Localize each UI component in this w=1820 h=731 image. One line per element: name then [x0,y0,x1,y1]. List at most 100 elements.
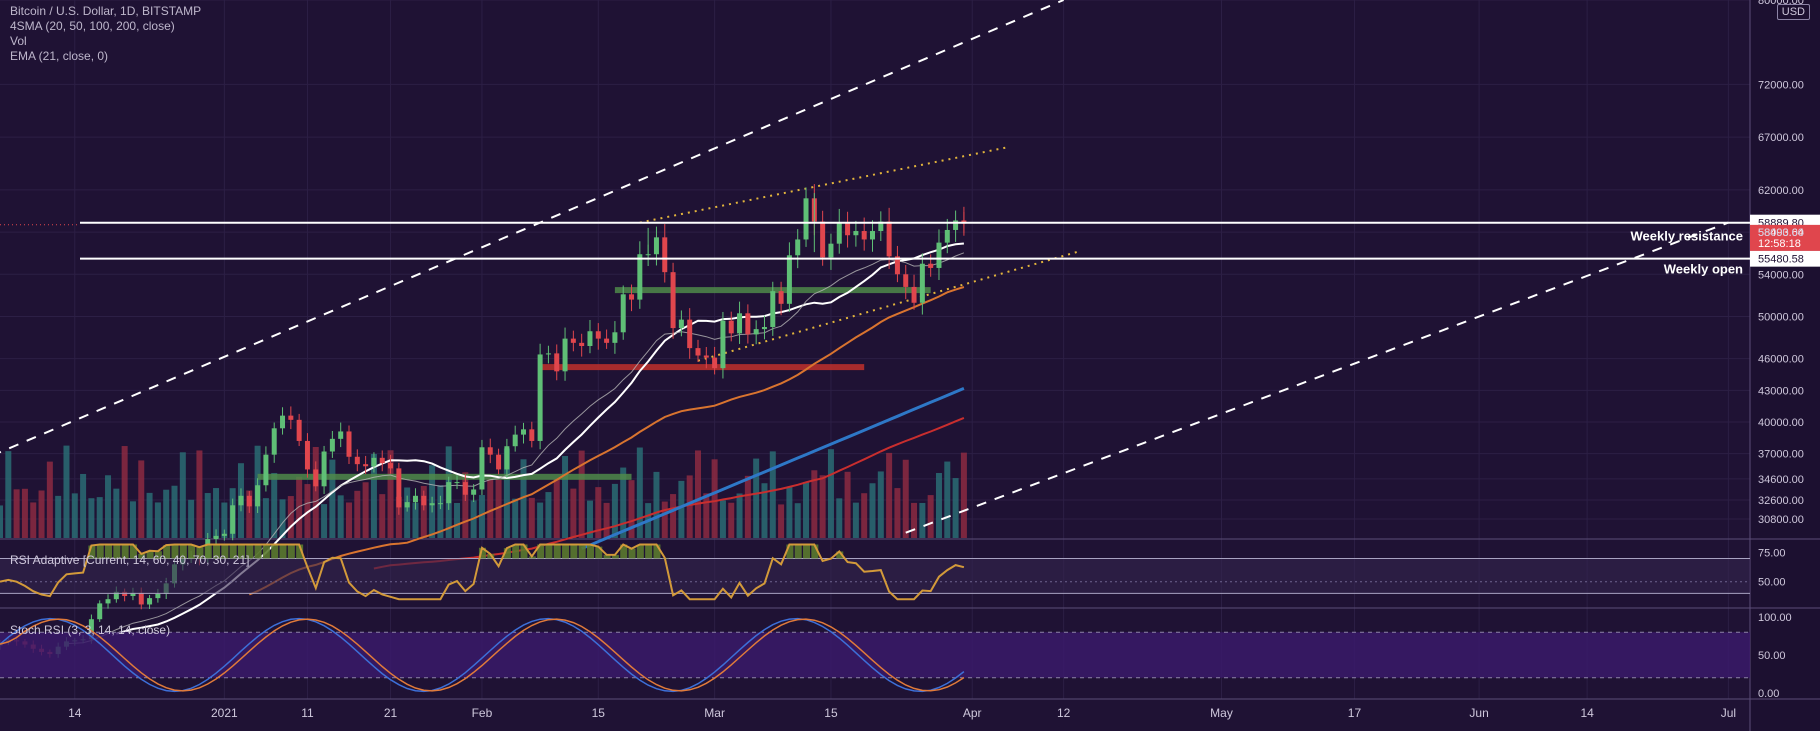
candle-body [886,221,892,257]
volume-bar [179,452,186,538]
price-tick-label: 50000.00 [1758,311,1804,323]
volume-bar [545,492,552,538]
volume-bar [744,475,751,538]
volume-bar [279,499,286,538]
candle-body [903,274,909,287]
candle-body [629,294,635,300]
candle-body [737,313,743,334]
rsi-overbought-fill [611,554,619,559]
candle-body [695,348,701,356]
rsi-overbought-fill [154,551,162,559]
candle-body [454,482,460,484]
legend-symbol: Bitcoin / U.S. Dollar, 1D, BITSTAMP [10,4,202,18]
rsi-overbought-fill [537,544,545,559]
volume-bar [478,495,485,538]
rsi-overbought-fill [271,544,279,559]
volume-bar [188,499,195,538]
rsi-overbought-fill [296,544,304,559]
volume-bar [321,504,328,538]
rsi-overbought-fill [786,544,794,559]
volume-bar [611,483,618,538]
volume-bar [71,493,78,538]
volume-bar [553,478,560,538]
volume-bar [171,485,178,538]
candle-body [404,502,410,508]
volume-bar [304,484,311,538]
volume-bar [595,487,602,538]
candle-body [113,591,119,600]
candle-body [529,429,535,441]
rsi-overbought-fill [836,551,844,559]
volume-bar [827,449,834,538]
rsi-overbought-fill [196,547,204,559]
x-tick-label: 21 [384,706,398,720]
volume-bar [803,481,810,538]
price-tick-label: 32600.00 [1758,495,1804,507]
volume-bar [105,475,112,538]
candle-body [953,220,959,230]
price-tick-label: 54000.00 [1758,269,1804,281]
candle-body [147,598,153,605]
rsi-overbought-fill [595,546,603,559]
candle-body [321,451,327,487]
x-tick-label: 2021 [211,706,238,720]
candle-body [122,591,128,597]
volume-bar [869,483,876,538]
candle-body [346,431,352,457]
stoch-d-line [0,618,965,692]
volume-bar [246,490,253,538]
candle-body [670,272,676,329]
volume-bar [512,498,519,538]
volume-bar [312,446,319,538]
x-tick-label: 14 [68,706,82,720]
stoch-tick-label: 0.00 [1758,688,1779,700]
volume-bar [5,451,12,538]
volume-bar [462,472,469,538]
rsi-overbought-fill [221,544,229,559]
x-tick-label: 17 [1348,706,1362,720]
rsi-overbought-fill [512,544,520,559]
volume-bar [620,467,627,538]
volume-bar [628,480,635,538]
rsi-overbought-fill [570,544,578,559]
volume-bar [586,500,593,538]
candle-body [504,446,510,470]
candle-body [313,469,319,487]
volume-bar [769,451,776,538]
candle-body [604,338,610,343]
volume-bar [902,459,909,538]
volume-bar [196,450,203,538]
candle-body [238,495,244,506]
rsi-overbought-fill [213,544,221,559]
candle-body [894,256,900,275]
x-tick-label: 15 [592,706,606,720]
volume-bar [395,496,402,538]
candle-body [221,533,227,536]
candle-body [462,482,468,495]
volume-bar [437,485,444,538]
rsi-overbought-fill [586,544,594,559]
rsi-overbought-fill [520,544,528,559]
candle-body [836,222,842,244]
dashed-trend-line [905,221,1729,534]
volume-bar [528,497,535,538]
candle-body [437,503,443,505]
volume-bar [686,475,693,538]
price-tick-label: 30800.00 [1758,514,1804,526]
support-zone [257,473,632,480]
x-tick-label: Feb [472,706,493,720]
horizontal-level-label: Weekly open [1664,262,1743,277]
price-tick-label: 43000.00 [1758,385,1804,397]
currency-badge[interactable]: USD [1776,4,1810,20]
volume-bar [836,498,843,538]
candle-body [329,438,335,452]
rsi-overbought-fill [628,548,636,559]
candle-body [720,320,726,369]
candle-body [421,495,427,506]
rsi-overbought-fill [179,544,187,559]
volume-bar [703,493,710,538]
volume-bar [778,504,785,538]
rsi-overbought-fill [113,544,121,559]
candle-body [612,332,618,343]
